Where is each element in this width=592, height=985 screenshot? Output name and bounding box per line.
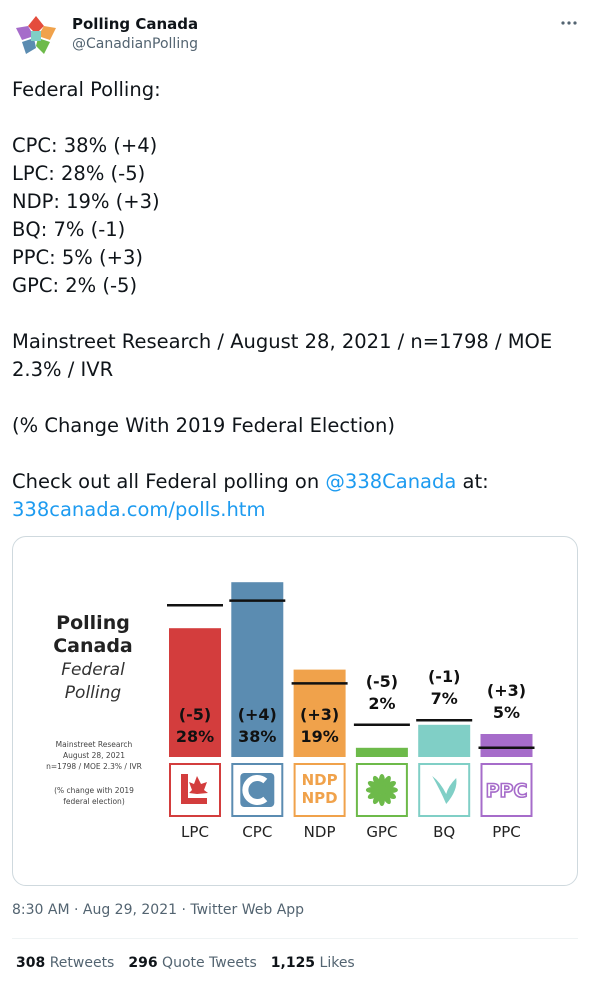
party-logo [355, 763, 408, 817]
chart-subtitle: Polling [65, 683, 122, 703]
paragraph: (% Change With 2019 Federal Election) [12, 412, 572, 440]
paragraph: Mainstreet Research / August 28, 2021 / … [12, 328, 572, 384]
change-label: (+4) [238, 705, 277, 724]
value-label: 28% [176, 727, 214, 746]
chart-title: Polling [56, 612, 130, 634]
stat[interactable]: 1,125 Likes [271, 955, 355, 971]
stat-count: 296 [128, 955, 158, 971]
logo-frame [293, 763, 346, 817]
stat[interactable]: 296 Quote Tweets [128, 955, 256, 971]
paragraph: Federal Polling: [12, 76, 572, 104]
x-tick-label: NDP [304, 823, 336, 841]
stat-count: 308 [16, 955, 46, 971]
paragraphs: Federal Polling: CPC: 38% (+4) LPC: 28% (-… [12, 76, 572, 440]
logo-text: NPD [302, 789, 338, 807]
chart-note: n=1798 / MOE 2.3% / IVR [46, 762, 142, 771]
change-label: (-1) [428, 667, 460, 686]
chart-note: Mainstreet Research [56, 740, 133, 749]
logo-shape [181, 774, 188, 804]
logo-frame [355, 763, 408, 817]
logo-shape [372, 793, 381, 805]
bar [169, 628, 221, 757]
cta-text: at: [462, 470, 489, 493]
change-label: (+3) [300, 705, 339, 724]
change-label: (-5) [366, 672, 398, 691]
divider [12, 938, 578, 939]
text-line: Mainstreet Research / August 28, 2021 / … [12, 330, 553, 381]
stat-label: Quote Tweets [162, 955, 257, 971]
image-card[interactable]: Polling Canada Federal Polling Mainstreet Re… [12, 536, 578, 886]
paragraph: CPC: 38% (+4) LPC: 28% (-5) NDP: 19% (+3) B… [12, 132, 572, 300]
value-label: 2% [368, 694, 395, 713]
logo-shape [189, 776, 208, 794]
tweet-text: Federal Polling: CPC: 38% (+4) LPC: 28% (-… [12, 76, 572, 524]
change-label: (+3) [487, 681, 526, 700]
x-tick-label: CPC [242, 823, 272, 841]
stat-label: Likes [319, 955, 355, 971]
value-label: 19% [300, 727, 338, 746]
value-label: 5% [493, 703, 520, 722]
logo-shape [367, 791, 379, 799]
logo-shape [181, 798, 207, 804]
timestamp[interactable]: 8:30 AM · Aug 29, 2021 · Twitter Web App [12, 902, 305, 918]
logo-frame [480, 763, 533, 817]
party-logo [169, 763, 221, 817]
logo-frame [418, 763, 471, 817]
text-line: GPC: 2% (-5) [12, 274, 138, 297]
x-tick-label: BQ [433, 823, 455, 841]
logo-shape [382, 793, 391, 805]
logo-text: PPC [486, 780, 528, 802]
logo-shape [372, 775, 381, 787]
bar [231, 582, 284, 757]
text-line: PPC: 5% (+3) [12, 246, 143, 269]
logo-shape [242, 775, 268, 805]
bar [418, 724, 471, 757]
chart-note: federal election) [63, 797, 125, 806]
stat-label: Retweets [49, 955, 115, 971]
stat-count: 1,125 [270, 955, 316, 971]
party-logo: PPC [480, 763, 533, 817]
text-line: NDP: 19% (+3) [12, 190, 160, 213]
bar [355, 747, 408, 757]
avatar[interactable] [14, 14, 58, 58]
logo-shape [432, 776, 457, 804]
text-line: LPC: 28% (-5) [12, 162, 146, 185]
value-label: 38% [238, 727, 276, 746]
logo-shape [376, 785, 387, 795]
author-handle[interactable]: @CanadianPolling [72, 36, 198, 52]
link[interactable]: 338canada.com/polls.htm [12, 498, 266, 521]
logo-shape [385, 781, 396, 789]
value-label: 7% [431, 689, 458, 708]
party-logo [418, 763, 471, 817]
cta: Check out all Federal polling on @338Can… [12, 468, 572, 524]
party-logo [231, 763, 284, 817]
mention[interactable]: @338Canada [325, 470, 457, 493]
chart-title: Canada [53, 635, 133, 657]
change-label: (-5) [179, 705, 211, 724]
chart-subtitle: Federal [61, 660, 125, 680]
chart-note: (% change with 2019 [54, 786, 134, 795]
logo-shape [385, 791, 396, 799]
x-tick-label: GPC [366, 823, 397, 841]
bar [480, 734, 533, 757]
stat[interactable]: 308 Retweets [16, 955, 114, 971]
logo-text: NDP [302, 771, 338, 789]
chart-note: August 28, 2021 [63, 751, 125, 760]
cta-text: Check out all Federal polling on [12, 470, 320, 493]
logo-shape [367, 781, 379, 789]
text-line: Federal Polling: [12, 78, 161, 101]
author-name[interactable]: Polling Canada [72, 15, 199, 33]
text-line: CPC: 38% (+4) [12, 134, 158, 157]
more-button[interactable] [560, 18, 578, 28]
x-tick-label: LPC [181, 823, 209, 841]
stats: 308 Retweets 296 Quote Tweets 1,125 Likes [16, 955, 369, 971]
x-tick-label: PPC [492, 823, 521, 841]
text-line: (% Change With 2019 Federal Election) [12, 414, 396, 437]
text-line: BQ: 7% (-1) [12, 218, 126, 241]
logo-shape [382, 775, 391, 787]
